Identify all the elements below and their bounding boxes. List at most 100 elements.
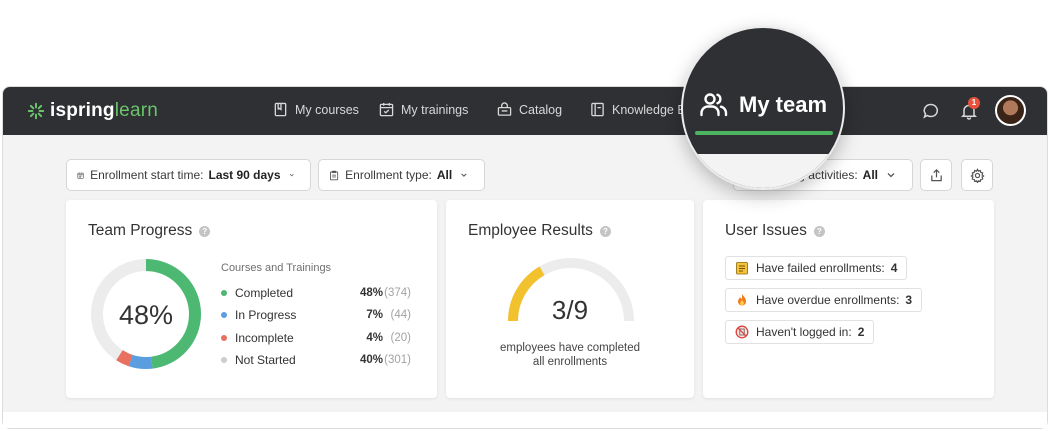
user-issues-title: User Issues [725,222,807,239]
nav-label: Catalog [519,102,563,117]
team-progress-title: Team Progress [88,222,193,239]
legend-count: (20) [390,332,411,344]
filter-value: All [436,168,453,182]
progress-donut: 48% [91,259,201,369]
gauge-fill [508,266,545,322]
issue-count: 2 [857,325,865,339]
user-avatar[interactable] [995,95,1026,126]
filter-value: Last 90 days [208,168,281,182]
chevron-down-icon [461,173,467,177]
gear-icon [969,167,985,183]
share-upload-icon [930,168,942,181]
team-progress-card: Team Progress ? 48% Courses and Training… [66,200,437,398]
results-caption: employees have completed all enrollments [446,341,694,369]
legend-count: (301) [384,354,411,366]
team-icon [700,93,728,117]
filter-value: All [862,168,878,182]
help-icon[interactable]: ? [199,225,211,237]
legend-label: Incomplete [235,331,294,345]
legend-pct: 40% [359,354,383,366]
issue-label: Have overdue enrollments: [756,293,900,307]
results-caption-line1: employees have completed [500,342,640,354]
active-tab-indicator [695,131,833,135]
legend-dot [221,335,227,341]
help-icon[interactable]: ? [599,225,611,237]
issue-not-logged-in[interactable]: Haven't logged in: 2 [725,320,875,344]
calendar-check-icon [379,102,394,117]
legend-row-not-started: Not Started 40% (301) [221,353,411,367]
issue-overdue-enrollments[interactable]: Have overdue enrollments: 3 [725,288,923,312]
issue-failed-enrollments[interactable]: Have failed enrollments: 4 [725,256,908,280]
donut-center-value: 48% [119,300,173,330]
brand-name-part2: learn [114,100,158,121]
nav-label: My team [739,92,828,117]
legend-title: Courses and Trainings [221,262,332,274]
book-icon [274,102,287,117]
legend-count: (44) [390,309,411,321]
help-icon[interactable]: ? [813,225,825,237]
issue-label: Have failed enrollments: [756,261,885,275]
donut-segment-completed [91,259,201,369]
clipboard-warning-icon [736,262,748,275]
donut-segment-in-progress [91,259,201,369]
nav-label: Knowledge Base [612,102,700,117]
user-issues-card: User Issues ? Have failed enrollments: 4… [703,200,994,398]
nav-item-my-courses[interactable]: My courses [273,102,359,117]
card-title: Employee Results ? [468,222,611,240]
filter-enrollment-type[interactable]: Enrollment type: All [318,159,485,191]
export-button[interactable] [920,159,952,191]
knowledge-base-icon [591,102,604,117]
issue-label: Haven't logged in: [756,325,852,339]
filter-label: Enrollment start time: [90,168,204,182]
card-title: Team Progress ? [88,222,211,240]
issue-count: 3 [905,293,913,307]
chevron-down-icon [289,173,294,177]
settings-button[interactable] [961,159,993,191]
filter-label: Enrollment type: [345,168,432,182]
legend-count: (374) [384,287,411,299]
legend-label: In Progress [235,308,297,322]
filter-enrollment-start[interactable]: Enrollment start time: Last 90 days [66,159,311,191]
nav-label: My courses [295,102,359,117]
page-footer-strip [3,412,1047,428]
basket-icon [497,102,512,116]
card-title: User Issues ? [725,222,825,240]
legend-dot [221,312,227,318]
results-gauge [508,258,634,322]
legend-row-in-progress: In Progress 7% (44) [221,308,411,322]
legend-pct: 48% [359,287,383,299]
brand-logo[interactable]: ispring learn [27,100,158,122]
chevron-down-icon [887,173,895,178]
chat-icon[interactable] [922,102,940,120]
legend-row-completed: Completed 48% (374) [221,286,411,300]
nav-item-knowledge-base[interactable]: Knowledge Base [590,102,700,117]
legend-dot [221,357,227,363]
results-caption-line2: all enrollments [532,356,608,368]
magnifier-callout: My team [681,26,845,190]
fire-icon [738,294,746,306]
results-value: 3/9 [551,295,589,325]
employee-results-card: Employee Results ? 3/9 employees have co… [446,200,694,398]
sun-logo-icon [27,102,45,120]
top-navbar: ispring learn My courses My trainings Cat… [3,87,1047,135]
issue-count: 4 [890,261,898,275]
nav-item-catalog[interactable]: Catalog [497,102,562,117]
brand-name-part1: ispring [50,100,115,121]
legend-label: Completed [235,286,294,300]
legend-row-incomplete: Incomplete 4% (20) [221,331,411,345]
legend-label: Not Started [235,353,296,367]
legend-pct: 7% [366,309,383,321]
notification-badge: 1 [968,97,980,109]
nav-label: My trainings [401,102,469,117]
legend-pct: 4% [366,332,383,344]
nav-item-knowledge-base-clip: Knowledge Base [590,99,700,121]
employee-results-title: Employee Results [468,222,593,239]
nav-item-my-trainings[interactable]: My trainings [379,102,468,117]
no-login-icon [735,325,749,339]
clipboard-list-icon [330,170,339,180]
magnifier-content-area [683,154,843,188]
legend-dot [221,290,227,296]
nav-item-my-team[interactable]: My team [699,90,827,120]
calendar-icon [77,171,84,179]
